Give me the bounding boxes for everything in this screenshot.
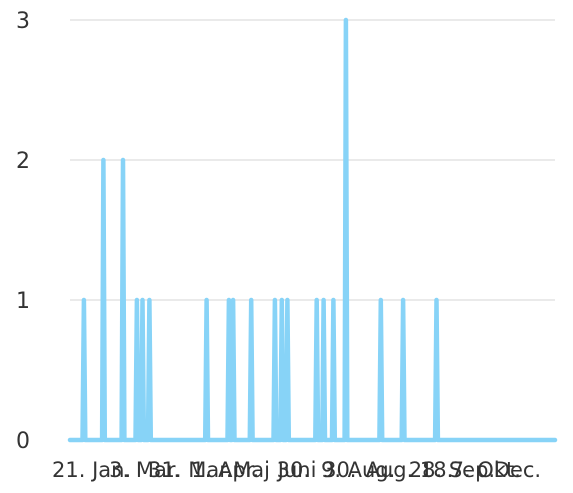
x-tick-label: Aug. 18. (366, 458, 454, 482)
x-tick-label: 9. Aug. (321, 458, 395, 482)
x-tick-label: 28. Sep. (409, 458, 495, 482)
series-layer (67, 17, 558, 443)
x-tick-label: 31. Mar. (148, 458, 232, 482)
y-tick-label: 0 (16, 429, 30, 454)
x-tick-label: Juni 30. (276, 458, 357, 482)
x-tick-label: Dec. (494, 458, 541, 482)
x-tick-label: 21. Jan. (52, 458, 131, 482)
y-tick-label: 1 (16, 289, 30, 314)
y-tick-label: 3 (16, 9, 30, 34)
x-tick-label: 7. Okt. (451, 458, 521, 482)
y-tick-label: 2 (16, 149, 30, 174)
x-axis-ticks: 21. Jan.3. Mar.31. Mar.1. Apr.Maj 30.Jun… (52, 458, 541, 482)
series-line-0 (67, 17, 558, 443)
y-axis-ticks: 0 1 2 3 (16, 9, 30, 454)
x-tick-label: 3. Mar. (109, 458, 180, 482)
x-tick-label: Maj 30. (233, 458, 310, 482)
x-tick-label: 1. Apr. (191, 458, 259, 482)
